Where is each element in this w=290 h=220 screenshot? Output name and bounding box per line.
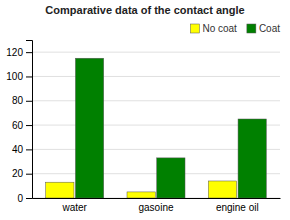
bar <box>208 181 236 198</box>
y-tick-mark <box>26 101 32 102</box>
y-tick: 100 <box>6 71 32 82</box>
grid-line <box>32 52 280 53</box>
y-tick-label: 40 <box>12 144 24 155</box>
y-tick-label: 100 <box>6 71 23 82</box>
x-axis-line <box>33 198 281 199</box>
legend-item: Coat <box>247 23 280 34</box>
legend: No coat Coat <box>190 23 280 34</box>
legend-swatch <box>190 24 199 33</box>
y-tick-mark <box>26 149 32 150</box>
legend-swatch <box>247 24 256 33</box>
y-tick-mark <box>26 174 32 175</box>
legend-label: No coat <box>202 23 237 34</box>
y-axis: 0 20 40 60 80 100 120 <box>6 41 32 204</box>
y-tick-mark <box>26 198 32 199</box>
bar <box>46 182 74 198</box>
chart: Comparative data of the contact angle 0 20… <box>0 0 290 220</box>
bar <box>75 58 103 198</box>
y-tick: 80 <box>12 95 32 106</box>
x-axis: water gasoine engine oil <box>33 199 281 214</box>
bars <box>46 58 267 198</box>
legend-label: Coat <box>259 23 280 34</box>
y-tick-label: 20 <box>12 168 24 179</box>
x-tick: engine oil <box>216 202 259 213</box>
y-tick-mark <box>26 52 32 53</box>
x-tick-label: water <box>61 202 87 213</box>
y-tick: 0 <box>17 193 32 204</box>
grid <box>32 52 280 198</box>
x-tick: water <box>61 202 87 213</box>
y-axis-line <box>26 41 33 199</box>
y-tick-label: 80 <box>12 95 24 106</box>
x-tick-label: engine oil <box>216 202 259 213</box>
y-tick: 120 <box>6 47 32 58</box>
legend-item: No coat <box>190 23 237 34</box>
x-tick-label: gasoine <box>138 202 173 213</box>
y-tick: 60 <box>12 120 32 131</box>
y-tick-mark <box>26 125 32 126</box>
bar <box>127 192 155 198</box>
bar <box>157 158 185 198</box>
title: Comparative data of the contact angle <box>45 4 244 16</box>
y-tick: 20 <box>12 168 32 179</box>
bar-series <box>75 58 266 198</box>
y-tick-mark <box>26 76 32 77</box>
y-tick-label: 120 <box>6 47 23 58</box>
bar <box>238 119 266 198</box>
y-tick-label: 0 <box>17 193 23 204</box>
grid-line <box>32 100 280 101</box>
x-tick: gasoine <box>138 202 173 213</box>
grid-line <box>32 76 280 77</box>
plot: 0 20 40 60 80 100 120 water gasoine engine oil <box>6 41 280 214</box>
bar-series <box>46 181 237 198</box>
y-tick: 40 <box>12 144 32 155</box>
y-tick-label: 60 <box>12 120 24 131</box>
